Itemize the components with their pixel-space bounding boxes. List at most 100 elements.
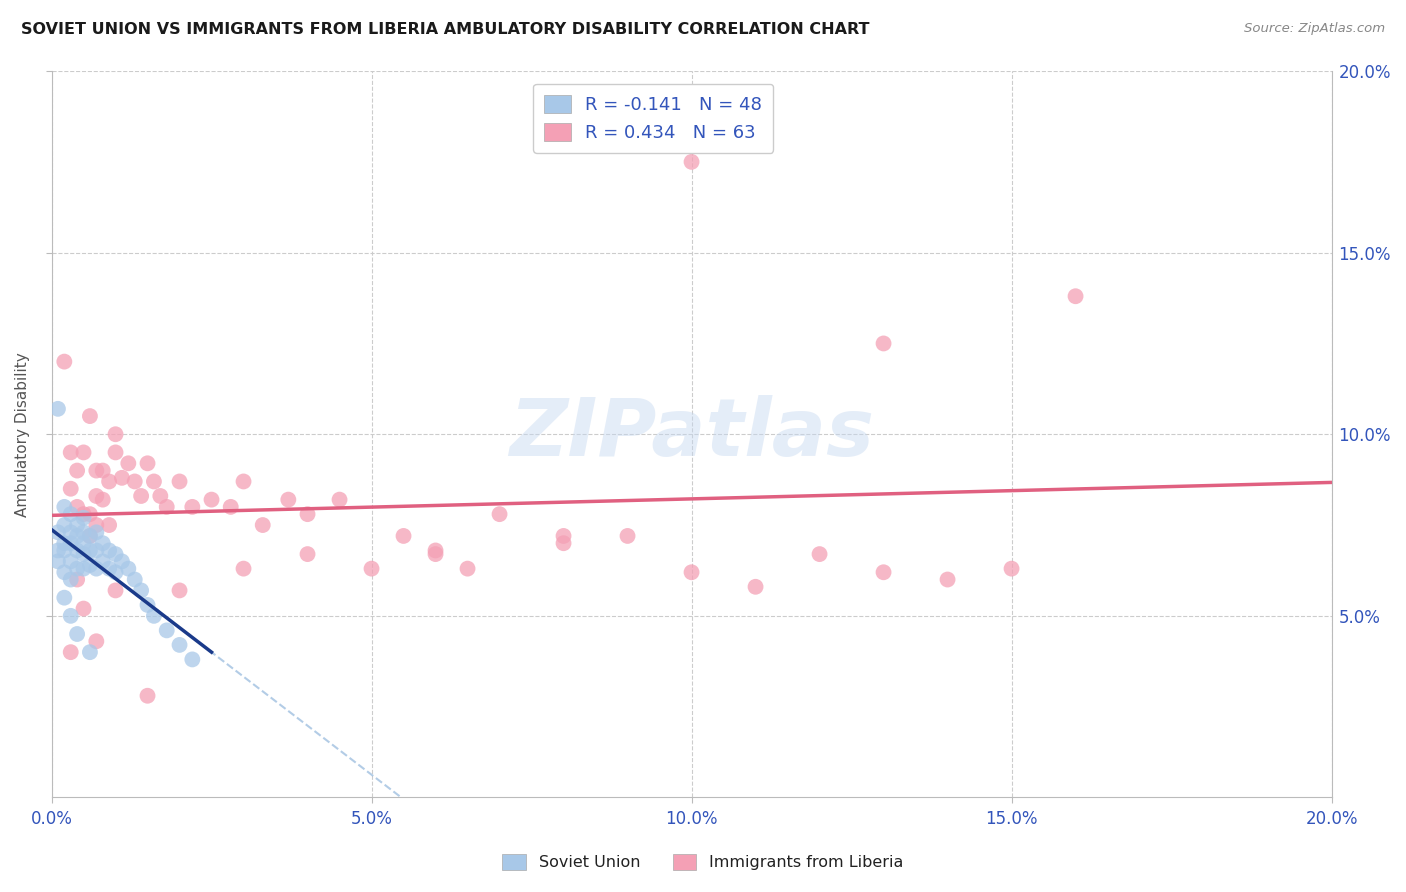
Point [66,464,89,478]
Point [104,427,127,442]
Point [111,471,134,485]
Point [53,591,76,605]
Point [53,566,76,580]
Text: SOVIET UNION VS IMMIGRANTS FROM LIBERIA AMBULATORY DISABILITY CORRELATION CHART: SOVIET UNION VS IMMIGRANTS FROM LIBERIA … [21,22,869,37]
Point [169,475,191,489]
Point [98,561,121,575]
Point [219,500,242,514]
Point [252,518,274,533]
Point [111,554,134,568]
Point [149,489,172,503]
Point [79,507,101,521]
Point [72,601,94,615]
Point [46,525,69,540]
Point [425,543,447,558]
Point [124,573,146,587]
Legend: R = -0.141   N = 48, R = 0.434   N = 63: R = -0.141 N = 48, R = 0.434 N = 63 [533,84,773,153]
Point [872,566,894,580]
Point [681,154,703,169]
Point [79,543,101,558]
Point [425,547,447,561]
Point [53,518,76,533]
Point [936,573,959,587]
Point [72,547,94,561]
Point [169,583,191,598]
Point [488,507,510,521]
Point [181,500,204,514]
Point [117,561,139,575]
Text: Source: ZipAtlas.com: Source: ZipAtlas.com [1244,22,1385,36]
Point [53,543,76,558]
Point [59,573,82,587]
Point [124,475,146,489]
Point [72,445,94,459]
Point [79,529,101,543]
Point [142,475,165,489]
Point [72,561,94,575]
Point [156,500,179,514]
Point [72,525,94,540]
Point [66,518,89,533]
Point [72,536,94,550]
Point [457,561,479,575]
Point [79,409,101,423]
Point [136,456,159,470]
Point [136,598,159,612]
Y-axis label: Ambulatory Disability: Ambulatory Disability [15,351,30,516]
Point [169,638,191,652]
Point [86,543,108,558]
Legend: Soviet Union, Immigrants from Liberia: Soviet Union, Immigrants from Liberia [496,847,910,877]
Point [129,489,152,503]
Point [59,536,82,550]
Point [86,634,108,648]
Point [59,482,82,496]
Point [59,645,82,659]
Point [53,354,76,368]
Point [79,645,101,659]
Point [232,561,254,575]
Point [98,518,121,533]
Point [91,464,114,478]
Point [66,543,89,558]
Point [59,608,82,623]
Point [86,561,108,575]
Point [59,445,82,459]
Point [328,492,350,507]
Point [297,507,319,521]
Point [808,547,831,561]
Point [156,624,179,638]
Point [79,558,101,572]
Point [72,510,94,524]
Point [104,445,127,459]
Point [86,489,108,503]
Point [872,336,894,351]
Point [53,536,76,550]
Point [59,507,82,521]
Point [91,536,114,550]
Point [1064,289,1087,303]
Point [66,627,89,641]
Point [46,401,69,416]
Point [91,492,114,507]
Point [142,608,165,623]
Point [98,543,121,558]
Point [86,525,108,540]
Point [681,566,703,580]
Point [117,456,139,470]
Point [200,492,222,507]
Point [232,475,254,489]
Point [181,652,204,666]
Point [392,529,415,543]
Point [744,580,766,594]
Point [277,492,299,507]
Point [66,561,89,575]
Point [66,500,89,514]
Point [72,507,94,521]
Point [297,547,319,561]
Point [98,475,121,489]
Point [91,554,114,568]
Point [86,518,108,533]
Point [360,561,382,575]
Point [104,583,127,598]
Point [86,464,108,478]
